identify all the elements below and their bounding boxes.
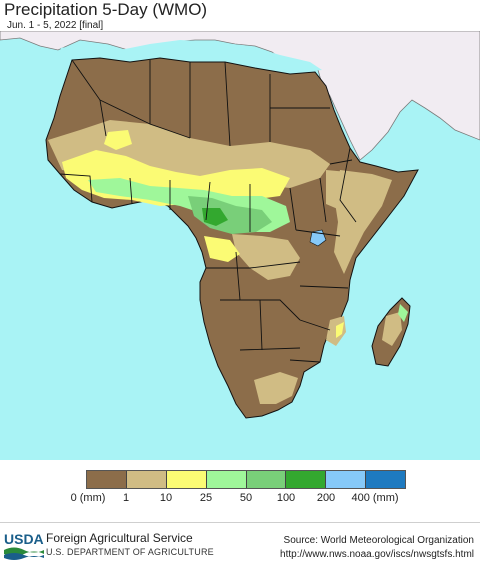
precip-moderate-mozambique (336, 322, 344, 338)
legend-swatch-400plus-mm (366, 471, 405, 488)
country-borders (59, 59, 357, 363)
legend-label: 50 (239, 492, 253, 504)
data-source: Source: World Meteorological Organizatio… (283, 535, 474, 546)
legend-label: 25 (199, 492, 213, 504)
legend-labels: 0 (mm) 1 10 25 50 100 200 400 (mm) (0, 492, 480, 506)
legend-swatch-50-100mm (246, 471, 287, 488)
legend-swatch-200-400mm (326, 471, 367, 488)
agency-name: Foreign Agricultural Service (46, 531, 193, 545)
map-title: Precipitation 5-Day (WMO) (4, 0, 208, 19)
precip-light-madagascar (382, 312, 402, 346)
usda-logo-icon: USDA (4, 531, 44, 560)
legend-label: 10 (159, 492, 173, 504)
legend-label: 400 (mm) (351, 492, 399, 504)
precip-very-heavy-core (202, 208, 228, 226)
precipitation-field (48, 120, 408, 404)
precip-heavier-cameroon (188, 196, 272, 234)
lake-victoria (309, 229, 327, 247)
legend-swatch-100-200mm (286, 471, 327, 488)
precipitation-map (0, 31, 480, 460)
precip-moderate-congo (204, 236, 240, 262)
legend-swatch-0-1mm (87, 471, 127, 488)
usda-logo-text: USDA (4, 531, 44, 547)
precip-light-southern (254, 372, 298, 404)
mediterranean-sea (60, 40, 322, 72)
precip-moderate-sahel-north (104, 130, 132, 150)
legend-label: 200 (316, 492, 336, 504)
legend-label: 100 (276, 492, 296, 504)
legend-label: 1 (122, 492, 130, 504)
precip-light-central (232, 234, 300, 280)
footer-divider (0, 522, 480, 523)
legend-swatch-25-50mm (206, 471, 247, 488)
legend-swatch-10-25mm (166, 471, 207, 488)
department-name: U.S. DEPARTMENT OF AGRICULTURE (46, 547, 214, 557)
precipitation-legend (86, 470, 406, 489)
precip-moderate-madagascar (398, 304, 408, 322)
source-url-link[interactable]: http://www.nws.noaa.gov/iscs/nwsgtsfs.ht… (280, 549, 474, 560)
legend-label: 0 (mm) (70, 492, 106, 504)
map-date-range: Jun. 1 - 5, 2022 [final] (7, 20, 104, 31)
precip-moderate-ethiopia (326, 170, 352, 210)
legend-swatch-1-10mm (126, 471, 167, 488)
